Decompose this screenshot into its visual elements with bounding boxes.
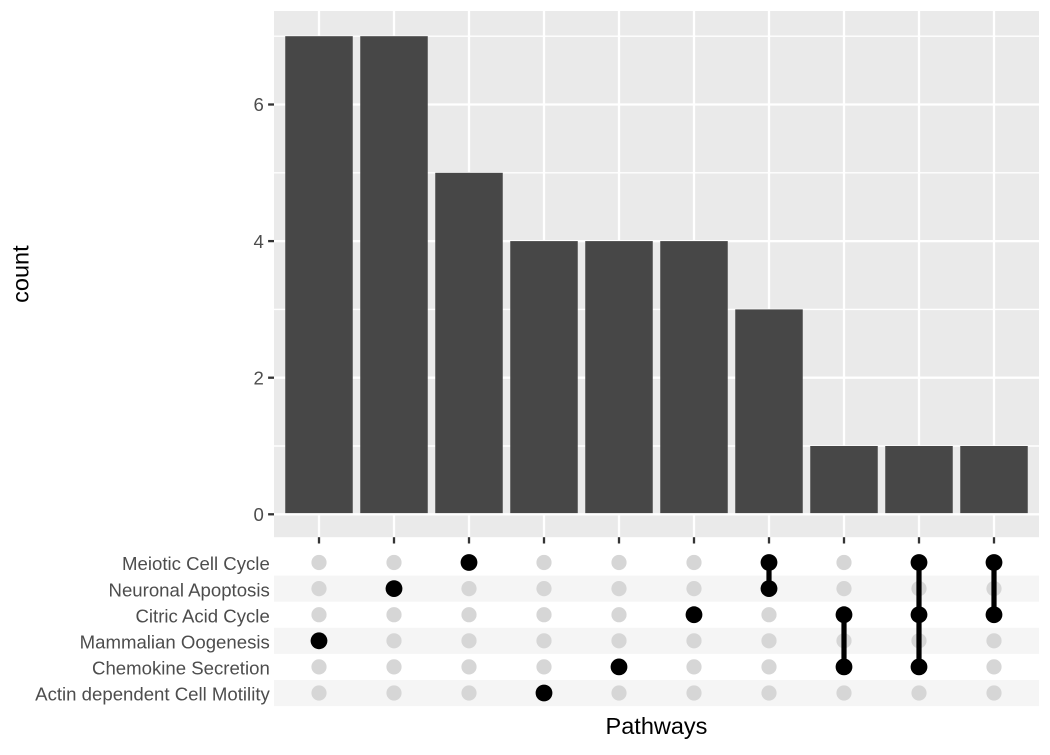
svg-text:Citric Acid Cycle: Citric Acid Cycle — [135, 605, 269, 626]
svg-text:4: 4 — [253, 231, 263, 252]
svg-text:Meiotic Cell Cycle: Meiotic Cell Cycle — [122, 553, 270, 574]
svg-text:0: 0 — [253, 504, 263, 525]
svg-text:Pathways: Pathways — [606, 713, 708, 739]
svg-text:Mammalian Oogenesis: Mammalian Oogenesis — [80, 632, 270, 653]
svg-text:2: 2 — [253, 367, 263, 388]
svg-text:count: count — [8, 245, 34, 303]
svg-text:Neuronal Apoptosis: Neuronal Apoptosis — [109, 579, 270, 600]
svg-text:Chemokine Secretion: Chemokine Secretion — [92, 658, 270, 679]
svg-text:6: 6 — [253, 94, 263, 115]
svg-text:Actin dependent Cell Motility: Actin dependent Cell Motility — [35, 684, 270, 705]
